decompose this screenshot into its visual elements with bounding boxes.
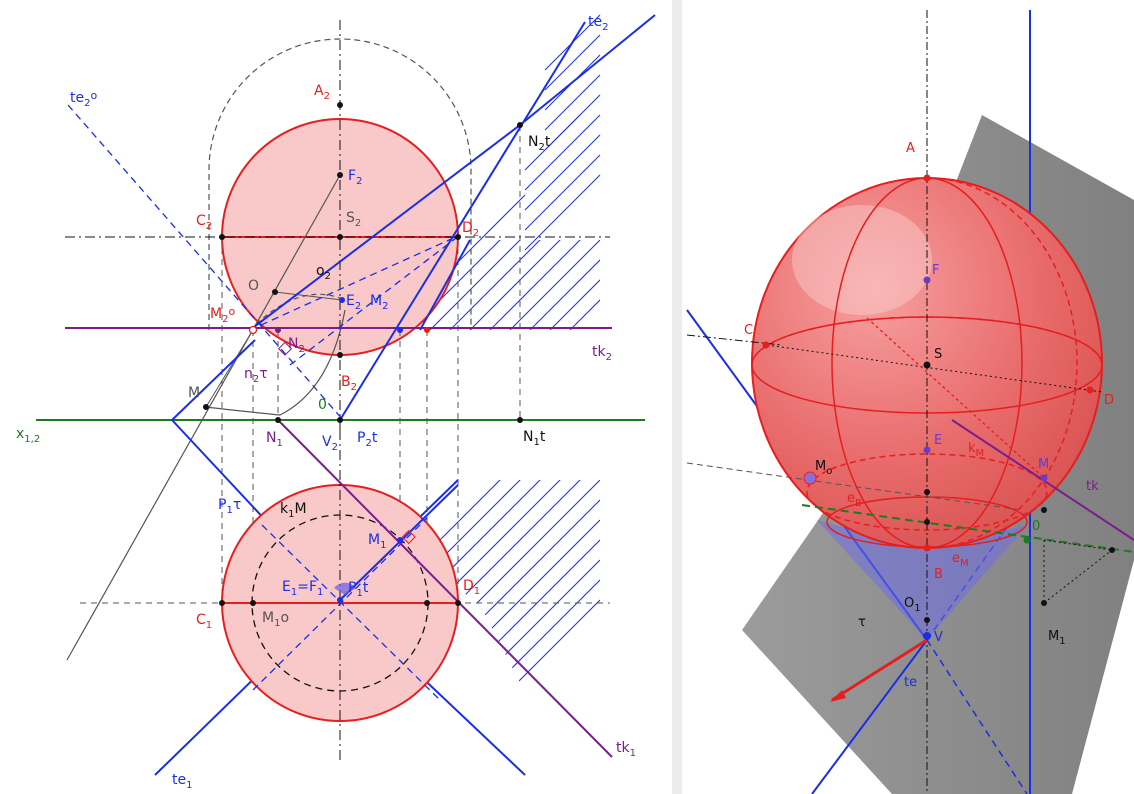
te2-line-upper-ext xyxy=(519,14,656,126)
label-te-3d: te xyxy=(904,675,917,690)
label-Mo: Mo xyxy=(815,459,832,477)
te2o-line xyxy=(67,104,344,421)
label-M2: M2 xyxy=(370,293,388,312)
label-D2: D2 xyxy=(462,220,479,239)
points xyxy=(203,102,523,606)
equator-3d-back xyxy=(751,316,1103,366)
sphere-highlight xyxy=(792,205,932,315)
arc-rotation xyxy=(205,309,346,416)
label-O1: O1 xyxy=(904,596,921,614)
label-tk2: tk2 xyxy=(592,344,612,363)
label-E1F1: E1=F1 xyxy=(282,579,323,598)
label-O: O xyxy=(248,278,259,294)
label-zero-3d: 0 xyxy=(1032,519,1040,534)
label-tk1: tk1 xyxy=(616,740,636,759)
label-D1: D1 xyxy=(463,578,480,597)
tk1-upper xyxy=(419,239,471,331)
te-line-bottom xyxy=(811,639,928,794)
right-angle-marker xyxy=(334,582,356,595)
label-V2: V2 xyxy=(322,434,338,453)
label-eM: eM xyxy=(952,551,969,569)
label-M: M xyxy=(188,385,200,401)
label-N2t: N2t xyxy=(528,134,551,153)
label-B2: B2 xyxy=(341,374,357,393)
label-M2o: M2o xyxy=(210,305,235,325)
label-V-3d: V xyxy=(934,630,943,645)
label-N2: N2 xyxy=(288,336,305,355)
label-P2t: P2t xyxy=(357,430,378,449)
label-P1t-center: P1t xyxy=(348,580,369,599)
monge-drawing: A2 F2 C2 S2 D2 o2 O E2 M2 M2o N2 n2τ B2 … xyxy=(16,14,656,791)
label-te1: te1 xyxy=(172,772,192,791)
label-tk-3d: tk xyxy=(1086,479,1099,494)
blue-dashed-lower2 xyxy=(261,524,441,701)
points-3d xyxy=(762,174,1115,640)
label-E-3d: E xyxy=(934,433,942,448)
dotted-M1 xyxy=(1043,539,1113,551)
label-C-3d: C xyxy=(744,323,753,338)
cone-surface xyxy=(817,520,1027,640)
meridian-back xyxy=(926,177,1078,549)
3d-view-panel: A F C S D E kM M tk Mo eB eM 0 B O1 τ V … xyxy=(682,0,1134,794)
panel-divider xyxy=(672,0,682,794)
label-E2: E2 xyxy=(346,293,361,312)
construction-semicircle xyxy=(208,38,472,330)
label-M-3d: M xyxy=(1038,457,1049,472)
label-S-3d: S xyxy=(934,347,942,362)
label-A-3d: A xyxy=(906,141,915,156)
te2-line xyxy=(339,21,586,421)
label-k1M: k1M xyxy=(280,501,307,520)
te1-left-upper xyxy=(171,339,256,421)
line-O-E2 xyxy=(274,291,343,301)
label-B-3d: B xyxy=(934,567,943,582)
right-angle-box-M1 xyxy=(401,529,416,545)
label-o2: o2 xyxy=(316,263,331,282)
label-F-3d: F xyxy=(932,263,939,278)
label-te2: te2 xyxy=(588,14,608,33)
label-N1t: N1t xyxy=(523,429,546,448)
label-P1t: P1τ xyxy=(218,497,241,516)
3d-drawing: A F C S D E kM M tk Mo eB eM 0 B O1 τ V … xyxy=(686,10,1134,794)
right-angle-box-N2 xyxy=(277,341,293,356)
line-M-M2o xyxy=(205,329,254,408)
label-N1: N1 xyxy=(266,430,283,449)
red-arrowhead xyxy=(830,690,846,702)
label-M1o: M1o xyxy=(262,610,289,629)
green-dashed-3d xyxy=(801,504,1134,553)
te2-line-upper xyxy=(249,124,521,331)
label-x12: x1,2 xyxy=(16,426,40,445)
dotted-right xyxy=(1043,549,1113,604)
label-A2: A2 xyxy=(314,83,330,102)
label-tau: τ xyxy=(858,615,866,630)
label-S2: S2 xyxy=(346,210,361,229)
cone-dashed-line xyxy=(249,234,461,331)
construction-line-F2 xyxy=(66,174,341,661)
label-C2: C2 xyxy=(196,213,212,232)
te-dashed-down xyxy=(926,639,1028,794)
tk1-line xyxy=(277,419,613,758)
label-kM: kM xyxy=(968,441,984,459)
dashed-left-horizontal xyxy=(686,462,1023,511)
red-axis-arrow xyxy=(831,638,928,702)
red-dotted-M xyxy=(866,317,1045,479)
label-zero: 0 xyxy=(318,397,327,413)
label-eB: eB xyxy=(847,491,862,509)
hatch-upper-right xyxy=(479,14,601,251)
dotted-S-D xyxy=(766,344,1103,393)
label-F2: F2 xyxy=(348,168,362,187)
label-C1: C1 xyxy=(196,612,212,631)
label-te2o: te2o xyxy=(70,89,97,109)
label-M1-3d: M1 xyxy=(1048,629,1066,647)
monge-projection-panel: A2 F2 C2 S2 D2 o2 O E2 M2 M2o N2 n2τ B2 … xyxy=(16,14,656,791)
label-n2t: n2τ xyxy=(244,366,268,385)
label-M1: M1 xyxy=(368,532,386,551)
label-D-3d: D xyxy=(1104,393,1114,408)
